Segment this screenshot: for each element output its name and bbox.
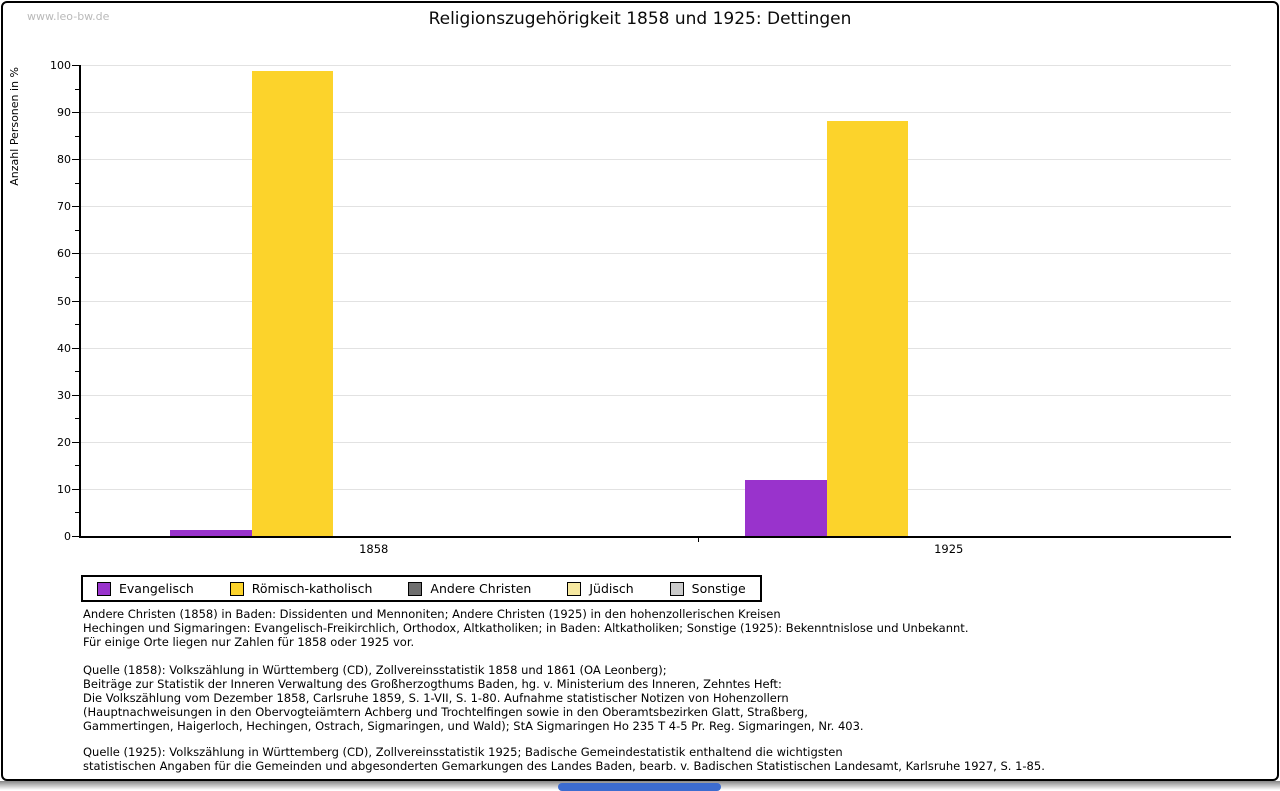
y-tick-label: 70	[57, 200, 71, 214]
legend-swatch-icon	[97, 581, 111, 596]
y-tick-label: 10	[57, 482, 71, 496]
legend-swatch-icon	[229, 581, 244, 596]
watermark-leo-bw: www.leo-bw.de	[27, 10, 110, 23]
footnote-line: Beiträge zur Statistik der Inneren Verwa…	[83, 677, 782, 691]
gridline	[81, 112, 1231, 114]
footnote-line: Andere Christen (1858) in Baden: Disside…	[83, 607, 781, 621]
footnote-line: Die Volkszählung vom Dezember 1858, Carl…	[83, 691, 789, 705]
legend-item-4: Sonstige	[669, 581, 746, 596]
footnote-line: Quelle (1858): Volkszählung in Württembe…	[83, 663, 667, 677]
legend-item-label: Evangelisch	[119, 581, 194, 596]
footnotes: Andere Christen (1858) in Baden: Disside…	[83, 607, 1045, 773]
y-axis-line	[79, 65, 81, 538]
y-tick	[72, 488, 79, 490]
y-tick	[72, 300, 79, 302]
footnote-line: Für einige Orte liegen nur Zahlen für 18…	[83, 635, 415, 649]
y-tick-label: 50	[57, 294, 71, 308]
legend-swatch-icon	[669, 581, 684, 596]
legend-item-3: Jüdisch	[567, 581, 634, 596]
y-tick	[72, 159, 79, 161]
legend-item-0: Evangelisch	[97, 581, 194, 596]
plot-area	[81, 65, 1231, 536]
legend-item-label: Römisch-katholisch	[251, 581, 373, 596]
footnote-line: Gammertingen, Haigerloch, Hechingen, Ost…	[83, 719, 864, 733]
footnote-block-2: Quelle (1858): Volkszählung in Württembe…	[83, 663, 1045, 733]
bar-1858-0	[170, 529, 252, 536]
y-tick	[72, 65, 79, 66]
y-tick	[75, 465, 79, 467]
legend-item-2: Andere Christen	[408, 581, 531, 596]
legend-item-1: Römisch-katholisch	[229, 581, 373, 596]
y-tick	[72, 253, 79, 255]
x-axis-line	[79, 536, 1231, 538]
gridline	[81, 253, 1231, 255]
x-axis-separator-tick	[698, 538, 700, 542]
footnote-line: statistischen Angaben für die Gemeinden …	[83, 759, 1045, 773]
y-tick	[75, 276, 79, 278]
y-tick	[72, 536, 79, 537]
legend-item-label: Jüdisch	[589, 581, 634, 596]
y-tick	[72, 112, 79, 114]
y-tick	[75, 512, 79, 514]
gridline	[81, 65, 1231, 66]
y-tick	[75, 135, 79, 137]
legend-box: Evangelisch Römisch-katholisch Andere Chri…	[81, 575, 762, 602]
gridline	[81, 394, 1231, 396]
gridline	[81, 488, 1231, 490]
bar-1925-0	[745, 480, 827, 536]
y-tick	[72, 441, 79, 443]
footnote-line: Hechingen und Sigmaringen: Evangelisch-F…	[83, 621, 969, 635]
y-tick	[75, 229, 79, 231]
y-tick	[75, 418, 79, 420]
y-tick-label: 0	[64, 530, 71, 543]
y-tick-label: 100	[50, 59, 71, 72]
y-tick-label: 40	[57, 341, 71, 355]
footnote-line: (Hauptnachweisungen in den Obervogteiämt…	[83, 705, 808, 719]
gridline	[81, 159, 1231, 161]
footnote-line: Quelle (1925): Volkszählung in Württembe…	[83, 745, 843, 759]
y-tick-label: 30	[57, 388, 71, 402]
footnote-block-1: Andere Christen (1858) in Baden: Disside…	[83, 607, 1045, 649]
y-tick-label: 60	[57, 247, 71, 261]
horizontal-scrollbar-thumb[interactable]	[558, 783, 721, 791]
legend-swatch-icon	[567, 581, 582, 596]
y-tick	[75, 324, 79, 326]
legend-item-label: Sonstige	[691, 581, 746, 596]
y-tick	[72, 394, 79, 396]
footnote-block-3: Quelle (1925): Volkszählung in Württembe…	[83, 745, 1045, 773]
x-category-label: 1858	[359, 542, 389, 556]
legend-swatch-icon	[408, 581, 423, 596]
chart-title: Religionszugehörigkeit 1858 und 1925: De…	[428, 9, 852, 29]
y-tick	[72, 206, 79, 208]
gridline	[81, 347, 1231, 349]
gridline	[81, 206, 1231, 208]
y-tick	[72, 347, 79, 349]
y-tick	[75, 88, 79, 90]
bar-1925-1	[826, 120, 908, 536]
x-category-label: 1925	[934, 542, 964, 556]
y-tick-label: 80	[57, 153, 71, 167]
legend-item-label: Andere Christen	[430, 581, 532, 596]
y-tick	[75, 371, 79, 373]
y-tick-label: 90	[57, 106, 71, 120]
y-axis-label: Anzahl Personen in %	[8, 67, 21, 186]
bar-1858-1	[251, 71, 333, 536]
y-tick-label: 20	[57, 435, 71, 449]
gridline	[81, 300, 1231, 302]
gridline	[81, 441, 1231, 443]
y-tick	[75, 182, 79, 184]
